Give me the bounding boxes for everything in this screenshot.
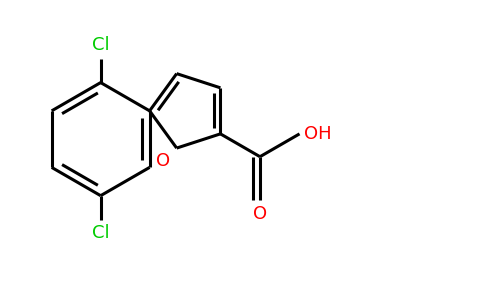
Text: Cl: Cl [92,224,109,242]
Text: Cl: Cl [92,36,109,54]
Text: O: O [156,152,170,170]
Text: OH: OH [304,125,332,143]
Text: O: O [253,205,267,223]
